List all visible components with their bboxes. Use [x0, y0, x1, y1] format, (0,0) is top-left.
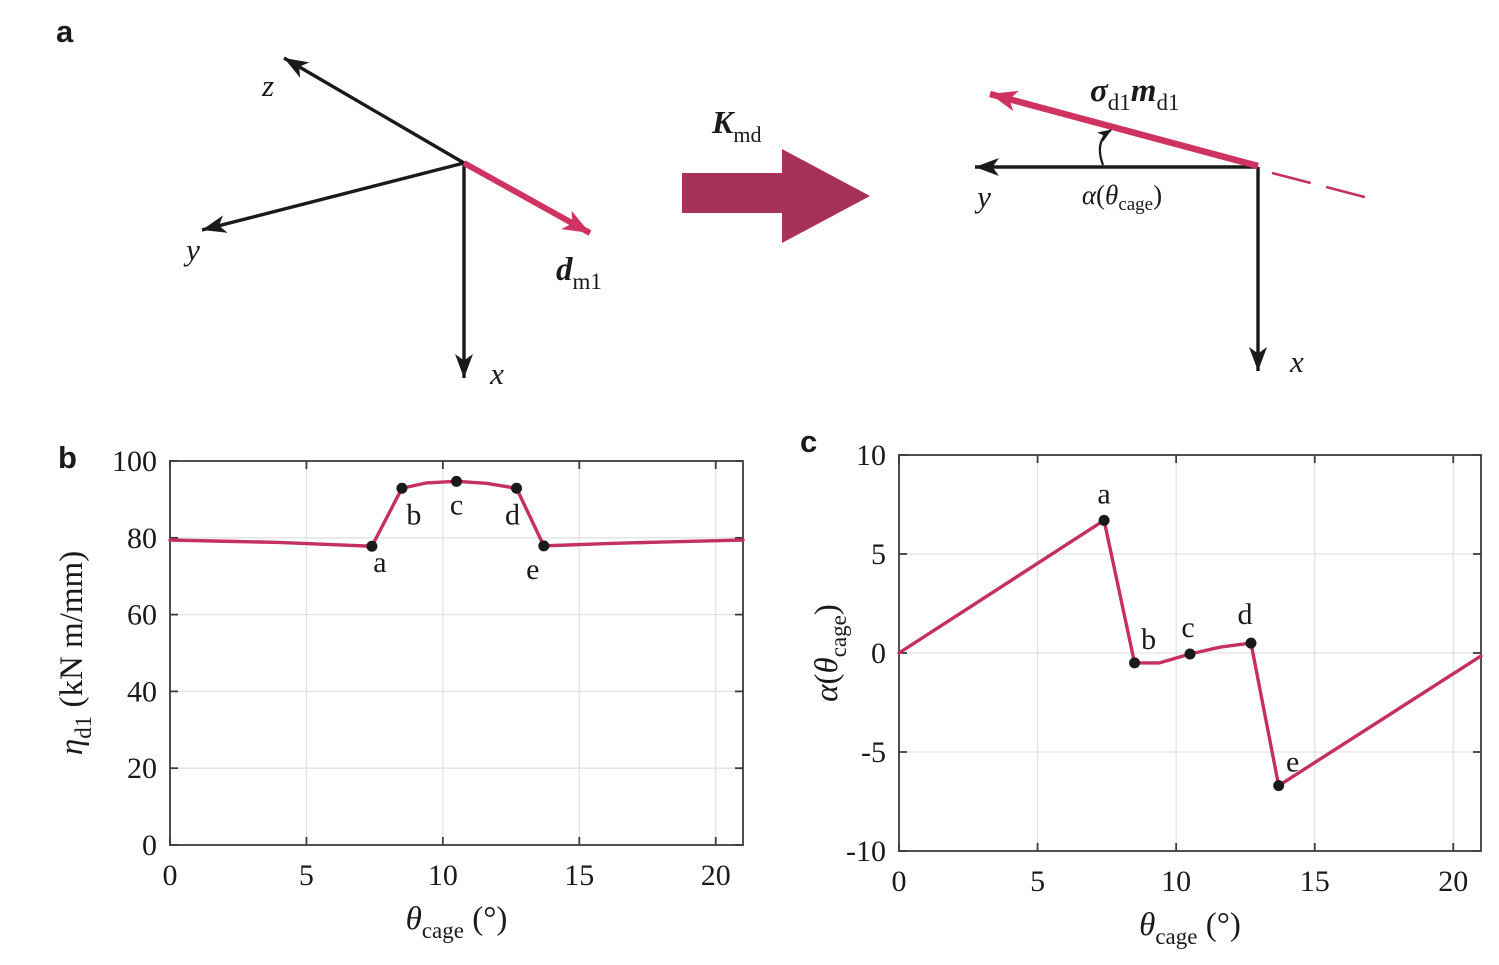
chart-b: 0 5 10 15 20 0 20 40 60 80 100 ab c de θcage (°) ηd1 (k…: [54, 445, 745, 943]
point-label-e: e: [526, 553, 539, 586]
data-point-c: [451, 475, 462, 487]
d-m1-vector-arrow: [462, 160, 592, 236]
data-point-a: [1098, 514, 1110, 526]
x-tick-label: 0: [163, 859, 178, 892]
x-axis-label: θcage (°): [406, 901, 508, 943]
y-axis-label-part: (: [809, 674, 845, 685]
transform-arrow-group: Kmd: [682, 104, 870, 243]
k-md-label: Kmd: [711, 104, 761, 147]
angle-alpha-label: α(θcage): [1082, 180, 1162, 215]
y-axis-label-part: α: [809, 684, 845, 702]
x-tick-label: 15: [564, 859, 594, 892]
z-axis-arrow: [283, 56, 465, 165]
y-tick-label: -10: [846, 835, 886, 868]
data-point-b: [1129, 657, 1141, 669]
point-label-c: c: [450, 488, 463, 521]
y-axis-label-part: d1: [71, 716, 96, 739]
x-axis-label: x: [1289, 344, 1304, 379]
x-axis-label-part: cage: [422, 918, 464, 943]
left-coordinate-frame: z y x dm1: [183, 56, 602, 391]
y-axis-label-part: (kN m/mm): [54, 551, 90, 716]
point-label-e: e: [1286, 746, 1299, 779]
data-point-e: [538, 540, 550, 552]
data-point-b: [396, 482, 408, 494]
data-point-c: [1184, 648, 1196, 660]
y-tick-label: 20: [127, 752, 157, 785]
x-tick-label: 5: [299, 859, 314, 892]
y-tick-label: 80: [127, 522, 157, 555]
point-label-c: c: [1181, 611, 1194, 644]
block-arrow-icon: [682, 149, 870, 243]
sigma-m-vector-label: σd1md1: [1090, 73, 1179, 115]
data-point-e: [1273, 780, 1285, 792]
z-axis-label: z: [261, 68, 274, 103]
point-label-a: a: [1097, 477, 1110, 510]
data-point-a: [366, 540, 378, 552]
y-axis-label: α(θcage): [809, 604, 851, 702]
x-axis-label-part: (°): [464, 901, 507, 937]
y-axis-label-part: cage: [826, 615, 851, 657]
x-tick-label: 10: [1161, 865, 1191, 898]
point-label-d: d: [1237, 598, 1252, 631]
y-axis-label-part: θ: [809, 657, 845, 673]
y-tick-label: 0: [142, 829, 157, 862]
y-axis-label: y: [974, 179, 991, 214]
point-label-b: b: [1141, 623, 1156, 656]
x-axis-label-part: (°): [1197, 907, 1240, 943]
y-tick-label: 5: [871, 538, 886, 571]
sigma-m-vector-arrow: [989, 90, 1259, 170]
x-tick-label: 5: [1030, 865, 1045, 898]
x-tick-label: 20: [701, 859, 731, 892]
y-tick-label: 10: [856, 439, 886, 472]
point-label-b: b: [406, 498, 421, 531]
data-point-d: [511, 482, 523, 494]
y-axis-label: ηd1 (kN m/mm): [54, 551, 96, 755]
y-axis-label-part: ): [809, 604, 845, 615]
y-axis-arrow: [201, 161, 465, 233]
y-tick-label: 100: [112, 445, 157, 478]
x-axis-label-part: cage: [1155, 924, 1197, 949]
y-axis-label: y: [183, 232, 200, 267]
panel-c-label: c: [800, 424, 818, 459]
x-tick-label: 0: [892, 865, 907, 898]
point-label-d: d: [505, 498, 520, 531]
data-point-d: [1245, 637, 1257, 649]
x-tick-label: 15: [1300, 865, 1330, 898]
plot-frame: [169, 460, 744, 846]
point-label-a: a: [373, 546, 386, 579]
y-tick-label: 0: [871, 637, 886, 670]
x-axis-label: x: [489, 356, 504, 391]
d-m1-vector-label: dm1: [556, 252, 602, 294]
x-axis-label: θcage (°): [1139, 907, 1241, 949]
right-coordinate-frame: y x σd1md1 α(θcage): [974, 73, 1381, 379]
panel-a-diagram: z y x dm1 Kmd y x σd1md1 α(θcage): [183, 56, 1381, 391]
x-axis-label-part: θ: [1139, 907, 1155, 943]
y-tick-label: -5: [861, 736, 886, 769]
x-tick-label: 20: [1438, 865, 1468, 898]
x-tick-label: 10: [428, 859, 458, 892]
y-tick-label: 60: [127, 599, 157, 632]
y-axis-label-part: η: [54, 739, 90, 755]
panel-a-label: a: [56, 14, 74, 49]
angle-arc-arrow: [1097, 129, 1112, 166]
panel-b-label: b: [58, 440, 77, 475]
vector-extension-dashed-line: [1271, 171, 1381, 203]
series-eta_d1: [168, 479, 745, 548]
x-axis-label-part: θ: [406, 901, 422, 937]
y-tick-label: 40: [127, 675, 157, 708]
